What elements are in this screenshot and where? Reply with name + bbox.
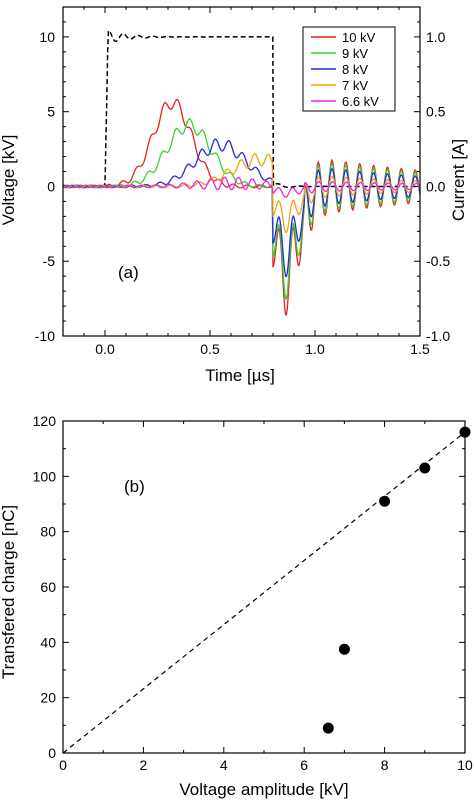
legend-entry-label: 8 kV (342, 62, 368, 77)
panel-b-y-tick-label: 20 (40, 690, 56, 706)
scatter-point (338, 643, 350, 655)
voltage-series-line (62, 98, 421, 316)
panel-a-y-tick-label: 10 (39, 29, 55, 45)
panel-a-x-tick-label: 1.5 (410, 341, 430, 357)
panel-b-y-tick-label: 40 (40, 634, 56, 650)
panel-a-y-tick-label: 0 (47, 178, 55, 194)
panel-a-y2-tick-label: -1.0 (426, 328, 450, 344)
panel-b-y-tick-label: 0 (48, 745, 56, 761)
voltage-series-line (62, 153, 421, 234)
panel-a: 0.0 0.5 1.0 1.5 -10 -5 0 5 10 -1.0 -0.5 0.0 0.5 1.0 T… (0, 6, 468, 385)
panel-b-label: (b) (124, 477, 145, 496)
voltage-series-line (62, 118, 421, 300)
scatter-point (322, 722, 334, 734)
panel-b-fit-line (62, 431, 466, 754)
legend-entry-label: 7 kV (342, 78, 368, 93)
panel-a-y2-axis-label: Current [A] (449, 139, 468, 221)
panel-a-x-axis-label: Time [µs] (205, 366, 275, 385)
panel-b-y-tick-label: 80 (40, 524, 56, 540)
panel-b-x-tick-label: 8 (381, 757, 389, 773)
panel-b-x-tick-label: 10 (457, 757, 473, 773)
panel-b-y-axis-label: Transfered charge [nC] (0, 505, 18, 679)
panel-b-y-tick-label: 60 (40, 579, 56, 595)
scatter-point (379, 495, 391, 507)
panel-a-y-tick-label: 5 (47, 104, 55, 120)
panel-a-y2-tick-label: -0.5 (426, 253, 450, 269)
panel-b-x-tick-label: 4 (220, 757, 228, 773)
panel-a-x-tick-label: 1.0 (305, 341, 325, 357)
legend-entry-label: 6.6 kV (342, 94, 379, 109)
panel-a-y2-tick-label: 0.0 (426, 178, 446, 194)
panel-a-y-axis-label: Voltage [kV] (0, 135, 18, 226)
panel-b-plot-frame (62, 420, 466, 754)
panel-a-voltage-layer (62, 98, 421, 316)
panel-b-x-tick-label: 2 (140, 757, 148, 773)
panel-b-ticks (62, 420, 466, 754)
panel-a-plot-frame (62, 6, 421, 337)
panel-a-x-tick-label: 0.5 (200, 341, 220, 357)
panel-a-current-layer (63, 29, 420, 189)
panel-b-x-tick-label: 0 (59, 757, 67, 773)
panel-b-points (322, 426, 471, 734)
scatter-point (419, 462, 431, 474)
panel-a-tick-labels: 0.0 0.5 1.0 1.5 -10 -5 0 5 10 -1.0 -0.5 0.0 0.5 1.0 (35, 29, 451, 357)
panel-a-label: (a) (118, 263, 139, 282)
panel-b-x-tick-label: 6 (300, 757, 308, 773)
legend-entry-label: 9 kV (342, 46, 368, 61)
panel-b-y-tick-label: 100 (33, 468, 57, 484)
panel-a-y-tick-label: -5 (43, 253, 56, 269)
panel-b-y-tick-label: 120 (33, 413, 57, 429)
voltage-series-line (62, 176, 421, 199)
legend-entry-label: 10 kV (342, 30, 376, 45)
panel-b-x-axis-label: Voltage amplitude [kV] (179, 780, 348, 799)
current-pulse-line (63, 29, 420, 189)
panel-a-legend: 10 kV9 kV8 kV7 kV6.6 kV (302, 26, 396, 112)
panel-a-y2-tick-label: 1.0 (426, 29, 446, 45)
panel-a-y2-tick-label: 0.5 (426, 104, 446, 120)
panel-a-y-tick-label: -10 (35, 328, 55, 344)
panel-a-x-tick-label: 0.0 (95, 341, 115, 357)
